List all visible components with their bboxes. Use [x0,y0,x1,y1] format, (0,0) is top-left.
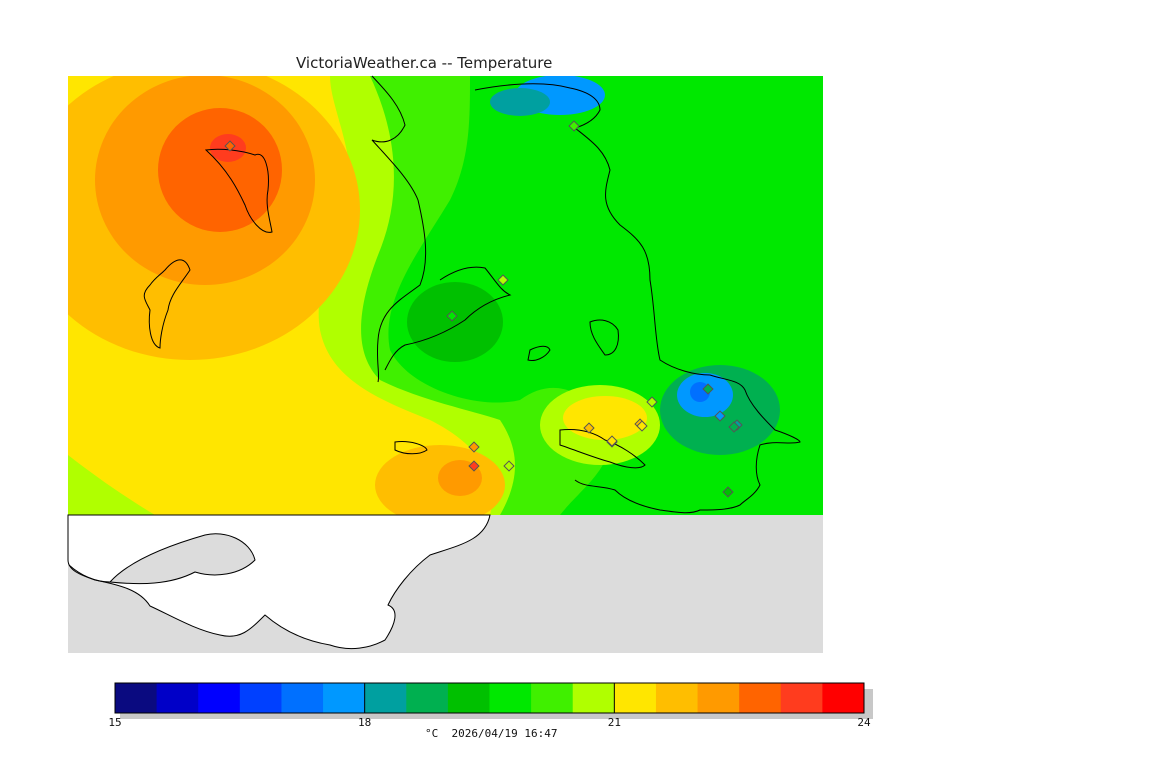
legend-color-step [406,683,449,713]
temp-band-corner [68,455,155,515]
temp-band-green-pocket [407,282,503,362]
legend-caption: °C 2026/04/19 16:47 [425,727,558,740]
legend-color-step [115,683,158,713]
legend-color-step [239,683,282,713]
station-marker[interactable] [714,410,726,422]
legend-color-step [531,683,574,713]
legend-color-step [739,683,782,713]
legend-tick-label: 18 [358,716,372,729]
legend-color-step [697,683,740,713]
station-marker[interactable] [446,310,458,322]
legend-color-step [489,683,532,713]
temperature-field [68,76,823,515]
station-marker[interactable] [722,486,734,498]
station-marker[interactable] [606,435,618,447]
temp-band-southwest-orange [438,460,482,496]
legend-color-step [655,683,699,713]
legend-color-step [572,683,615,713]
station-marker[interactable] [468,460,480,472]
legend-color-step [822,683,865,713]
legend-tick-label: 15 [108,716,122,729]
landmass-south-inlet [108,533,256,585]
station-marker[interactable] [503,460,515,472]
legend-color-step [447,683,490,713]
temp-band-north-teal [490,88,550,116]
map-title: VictoriaWeather.ca -- Temperature [296,54,553,72]
station-marker[interactable] [728,421,740,433]
legend-color-step [323,683,366,713]
station-marker[interactable] [468,441,480,453]
station-marker[interactable] [646,396,658,408]
legend-tick-label: 24 [857,716,871,729]
legend-tick-label: 21 [607,716,621,729]
station-markers[interactable] [224,120,743,498]
temp-band-south-yellow [563,396,647,440]
legend-color-step [614,683,657,713]
station-marker[interactable] [568,120,580,132]
legend-color-step [364,683,407,713]
station-marker[interactable] [636,420,648,432]
station-marker[interactable] [583,422,595,434]
legend-color-step [780,683,823,713]
station-marker[interactable] [702,383,714,395]
legend-colorbar [114,682,865,714]
temp-band-west-red [158,108,282,232]
legend-color-step [198,683,241,713]
legend-color-step [281,683,324,713]
legend-color-step [156,683,199,713]
station-marker[interactable] [497,274,509,286]
station-marker[interactable] [224,140,236,152]
